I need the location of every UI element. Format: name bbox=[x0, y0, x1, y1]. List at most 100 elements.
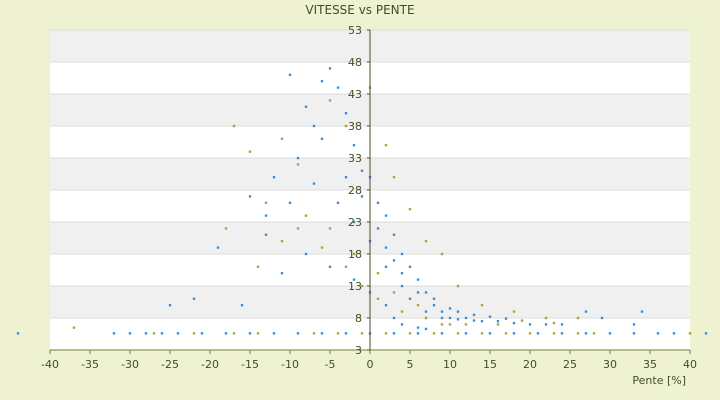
data-point bbox=[272, 176, 276, 179]
x-tick-label: -30 bbox=[121, 358, 139, 371]
data-point bbox=[488, 315, 492, 318]
y-tick-label: 28 bbox=[348, 184, 362, 197]
x-tick-label: -5 bbox=[325, 358, 336, 371]
data-point bbox=[288, 201, 292, 204]
x-tick-label: 0 bbox=[367, 358, 374, 371]
y-tick-label: 18 bbox=[348, 248, 362, 261]
data-point bbox=[200, 332, 204, 335]
data-point bbox=[360, 284, 364, 288]
data-point bbox=[376, 227, 380, 230]
data-point bbox=[552, 321, 556, 325]
data-point bbox=[240, 304, 244, 307]
x-tick-label: 15 bbox=[483, 358, 497, 371]
y-tick-label: 48 bbox=[348, 56, 362, 69]
data-point bbox=[480, 304, 484, 307]
data-point bbox=[400, 323, 404, 326]
data-point bbox=[384, 304, 388, 307]
data-point bbox=[232, 332, 236, 335]
data-point bbox=[384, 246, 388, 249]
data-point bbox=[264, 201, 268, 204]
data-point bbox=[440, 252, 444, 256]
x-tick-labels: -40 -35 -30 -25 -20 -15 -10 -5 0 5 10 15 20 25 30 35 40 bbox=[41, 350, 697, 371]
data-point bbox=[424, 291, 428, 294]
data-point bbox=[536, 332, 540, 335]
data-point bbox=[352, 278, 356, 281]
data-point bbox=[480, 320, 484, 323]
data-point bbox=[440, 310, 444, 313]
data-point bbox=[512, 310, 516, 313]
data-point bbox=[328, 265, 332, 268]
data-point bbox=[592, 332, 596, 335]
x-tick-label: -20 bbox=[201, 358, 219, 371]
data-point bbox=[472, 319, 476, 322]
x-tick-label: -35 bbox=[81, 358, 99, 371]
data-point bbox=[488, 332, 492, 335]
data-point bbox=[344, 265, 348, 268]
data-point bbox=[472, 313, 476, 316]
chart-title: VITESSE vs PENTE bbox=[305, 3, 414, 17]
data-point bbox=[672, 332, 676, 335]
data-point bbox=[400, 272, 404, 275]
data-point bbox=[344, 112, 348, 115]
data-point bbox=[304, 105, 308, 108]
data-point bbox=[704, 332, 708, 335]
data-point bbox=[424, 310, 428, 313]
data-point bbox=[432, 332, 436, 335]
data-point bbox=[376, 272, 380, 275]
data-point bbox=[400, 252, 404, 256]
data-point bbox=[520, 319, 524, 322]
data-point bbox=[360, 169, 364, 172]
data-point bbox=[248, 150, 252, 153]
data-point bbox=[312, 124, 316, 128]
x-tick-label: 40 bbox=[683, 358, 697, 371]
data-point bbox=[400, 310, 404, 313]
data-point bbox=[392, 176, 396, 179]
data-point bbox=[544, 323, 548, 326]
data-point bbox=[576, 316, 580, 320]
data-point bbox=[392, 259, 396, 262]
data-point bbox=[304, 214, 308, 217]
data-point bbox=[160, 332, 164, 335]
data-point bbox=[512, 332, 516, 335]
y-tick-label: 23 bbox=[348, 216, 362, 229]
data-point bbox=[416, 278, 420, 281]
data-point bbox=[528, 323, 532, 326]
data-point bbox=[352, 220, 356, 224]
data-point bbox=[216, 246, 220, 249]
y-tick-label: 33 bbox=[348, 152, 362, 165]
data-point bbox=[296, 227, 300, 230]
data-point bbox=[440, 323, 444, 326]
data-point bbox=[224, 227, 228, 230]
data-point bbox=[408, 297, 412, 300]
y-tick-label: 13 bbox=[348, 280, 362, 293]
data-point bbox=[504, 332, 508, 335]
data-point bbox=[432, 297, 436, 300]
data-point bbox=[312, 332, 316, 335]
data-point bbox=[544, 316, 548, 320]
data-point bbox=[584, 310, 588, 313]
data-point bbox=[328, 227, 332, 230]
data-point bbox=[528, 332, 532, 335]
data-point bbox=[168, 304, 172, 307]
data-point bbox=[320, 246, 324, 249]
x-tick-label: 30 bbox=[603, 358, 617, 371]
data-point bbox=[464, 323, 468, 326]
data-point bbox=[384, 332, 388, 335]
data-point bbox=[392, 316, 396, 320]
x-tick-label: -25 bbox=[161, 358, 179, 371]
data-point bbox=[352, 252, 356, 256]
x-tick-label: 10 bbox=[443, 358, 457, 371]
x-tick-label: -40 bbox=[41, 358, 59, 371]
data-point bbox=[512, 321, 516, 325]
data-point bbox=[608, 332, 612, 335]
x-tick-label: 5 bbox=[407, 358, 414, 371]
data-point bbox=[392, 233, 396, 236]
data-point bbox=[280, 240, 284, 243]
data-point bbox=[416, 326, 420, 329]
data-point bbox=[464, 316, 468, 320]
data-point bbox=[424, 327, 428, 331]
data-point bbox=[552, 332, 556, 335]
data-point bbox=[336, 86, 340, 89]
y-tick-label: 3 bbox=[355, 344, 362, 357]
